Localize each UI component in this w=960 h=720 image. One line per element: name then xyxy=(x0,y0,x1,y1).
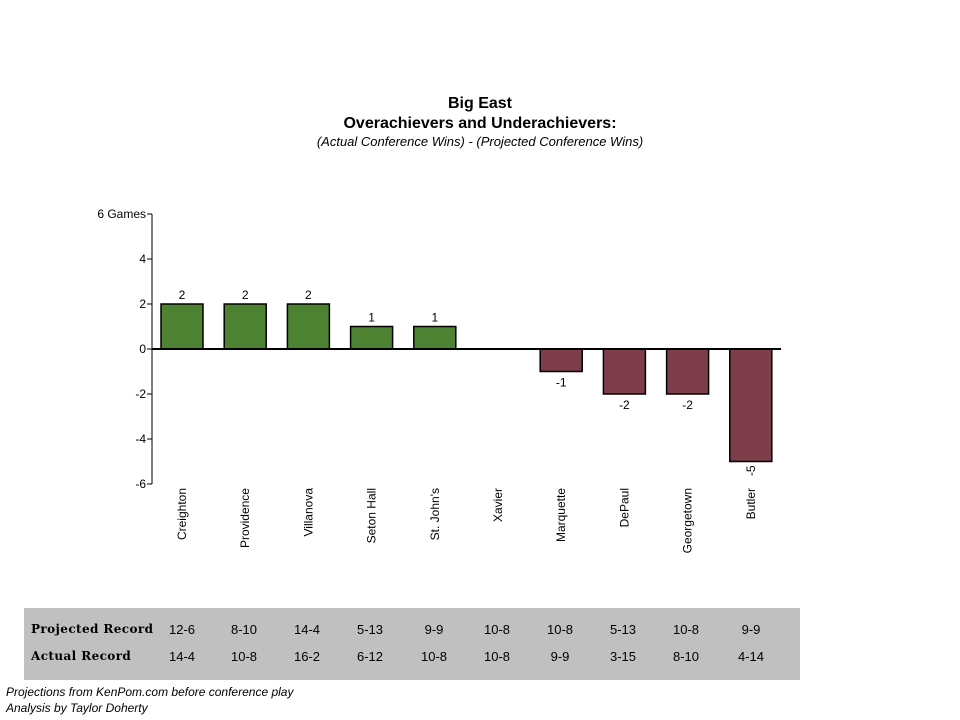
bar-value-label: -5 xyxy=(744,465,758,476)
chart-title-block: Big East Overachievers and Underachiever… xyxy=(0,94,960,151)
category-label: St. John's xyxy=(428,488,442,540)
bar xyxy=(349,325,394,350)
y-tick-label: 2 xyxy=(139,297,146,311)
bar xyxy=(665,348,710,395)
record-cell: 16-2 xyxy=(293,649,321,664)
record-cell: 9-9 xyxy=(741,622,761,637)
y-tick-label: -6 xyxy=(135,477,146,491)
record-cell: 4-14 xyxy=(737,649,765,664)
record-cell: 6-12 xyxy=(356,649,384,664)
bar xyxy=(286,303,331,350)
y-tick-label: -2 xyxy=(135,387,146,401)
record-cell: 12-6 xyxy=(168,622,196,637)
bar xyxy=(602,348,647,395)
y-tick-label: 6 Games xyxy=(97,207,146,221)
footer-credit: Analysis by Taylor Doherty xyxy=(6,701,148,715)
category-label: Marquette xyxy=(554,488,568,542)
category-label: Butler xyxy=(744,488,758,519)
bar-value-label: -2 xyxy=(682,398,693,412)
chart-title: Big East xyxy=(447,95,512,112)
bar-value-label: 2 xyxy=(305,288,312,302)
record-cell: 10-8 xyxy=(672,622,700,637)
category-label: Providence xyxy=(238,488,252,548)
record-cell: 8-10 xyxy=(230,622,258,637)
chart-formula: (Actual Conference Wins) - (Projected Co… xyxy=(316,134,644,149)
record-cell: 14-4 xyxy=(293,622,321,637)
footer-source: Projections from KenPom.com before confe… xyxy=(6,685,294,699)
bar xyxy=(539,348,583,373)
bar xyxy=(223,303,267,350)
records-table: Projected Record 12-6 8-10 14-4 5-13 9-9 10-8… xyxy=(24,608,800,680)
bar xyxy=(160,303,204,350)
actual-record-label: Actual Record xyxy=(31,649,132,663)
category-label: Villanova xyxy=(301,488,315,537)
projected-record-row: Projected Record 12-6 8-10 14-4 5-13 9-9 10-8… xyxy=(24,622,800,642)
record-cell: 3-15 xyxy=(609,649,637,664)
record-cell: 8-10 xyxy=(672,649,700,664)
bar xyxy=(413,325,457,350)
category-label: Creighton xyxy=(175,488,189,540)
record-cell: 14-4 xyxy=(168,649,196,664)
bar-value-label: -2 xyxy=(619,398,630,412)
bar-value-label: 2 xyxy=(242,288,249,302)
projected-record-label: Projected Record xyxy=(31,622,154,636)
y-tick-label: 4 xyxy=(139,252,146,266)
record-cell: 10-8 xyxy=(483,649,511,664)
bar-value-label: 2 xyxy=(179,288,186,302)
bar-value-label: -1 xyxy=(556,376,567,390)
record-cell: 10-8 xyxy=(420,649,448,664)
y-tick-label: -4 xyxy=(135,432,146,446)
category-label: Xavier xyxy=(491,488,505,522)
record-cell: 9-9 xyxy=(424,622,444,637)
record-cell: 10-8 xyxy=(230,649,258,664)
record-cell: 5-13 xyxy=(356,622,384,637)
record-cell: 5-13 xyxy=(609,622,637,637)
y-tick-label: 0 xyxy=(139,342,146,356)
footer-notes: Projections from KenPom.com before confe… xyxy=(6,684,293,716)
record-cell: 9-9 xyxy=(550,649,570,664)
bar xyxy=(729,348,773,463)
bar-value-label: 1 xyxy=(368,311,375,325)
bar-chart: 6 Games 4 2 0 -2 -4 -6 2 Creighton 2 Providence 2 Vi… xyxy=(97,207,781,553)
bar-value-label: 1 xyxy=(431,311,438,325)
record-cell: 10-8 xyxy=(546,622,574,637)
record-cell: 10-8 xyxy=(483,622,511,637)
category-label: Georgetown xyxy=(681,488,695,553)
chart-subtitle: Overachievers and Underachievers: xyxy=(343,115,617,132)
category-label: DePaul xyxy=(617,488,631,527)
actual-record-row: Actual Record 14-4 10-8 16-2 6-12 10-8 10-8 9-… xyxy=(24,649,800,669)
category-label: Seton Hall xyxy=(365,488,379,543)
